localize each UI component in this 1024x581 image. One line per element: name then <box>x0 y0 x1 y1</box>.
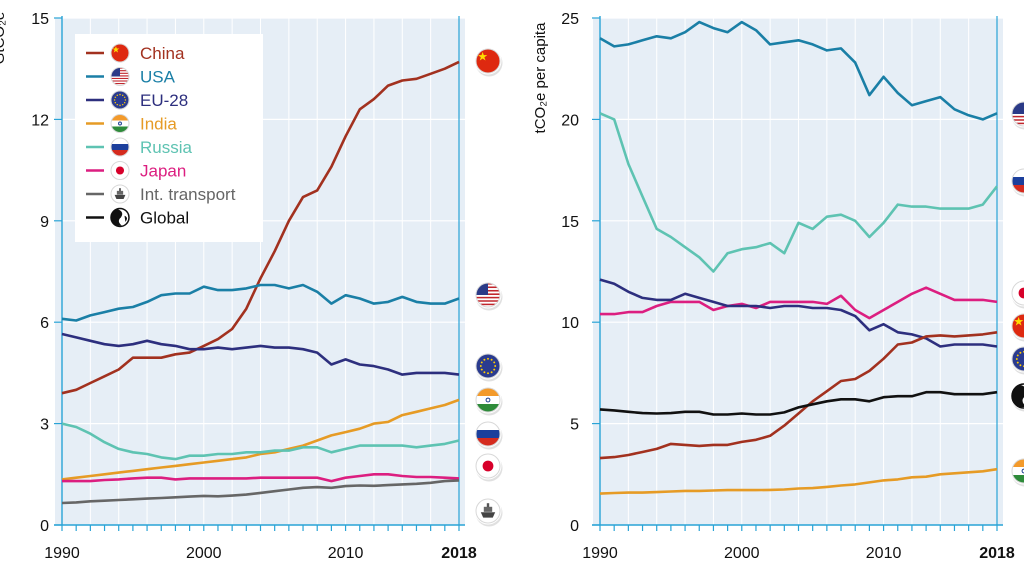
usa-flag-icon <box>111 68 129 86</box>
ship-icon <box>476 499 500 523</box>
left-y-tick-label: 3 <box>40 417 49 434</box>
usa-flag-icon <box>476 283 500 307</box>
india-flag-icon <box>111 115 129 133</box>
right-y-tick-label: 10 <box>561 315 579 332</box>
right-y-tick-label: 5 <box>570 417 579 434</box>
left-y-tick-label: 15 <box>31 11 49 28</box>
legend-label: USA <box>140 68 176 87</box>
legend-label: Int. transport <box>140 185 236 204</box>
japan-flag-icon <box>476 454 500 478</box>
japan-flag-icon <box>111 162 129 180</box>
left-y-tick-label: 12 <box>31 112 49 129</box>
china-flag-icon: ★ <box>476 49 500 73</box>
left-y-tick-label: 9 <box>40 214 49 231</box>
left-x-tick-label: 2000 <box>186 545 222 562</box>
legend-label: Global <box>140 209 189 228</box>
right-x-tick-label: 2010 <box>866 545 902 562</box>
left-y-axis-label: GtCO₂e <box>0 12 8 65</box>
eu-flag-icon <box>111 91 129 109</box>
ship-icon <box>111 185 129 203</box>
russia-flag-icon <box>111 138 129 156</box>
globe-icon <box>111 209 129 227</box>
right-x-tick-label: 2000 <box>724 545 760 562</box>
eu-flag-icon <box>476 354 500 378</box>
right-x-tick-label: 2018 <box>979 545 1015 562</box>
left-x-tick-label: 1990 <box>44 545 80 562</box>
right-y-tick-label: 0 <box>570 518 579 535</box>
china-flag-icon: ★ <box>111 44 129 62</box>
left-y-tick-label: 0 <box>40 518 49 535</box>
right-y-tick-label: 20 <box>561 112 579 129</box>
right-y-tick-label: 25 <box>561 11 579 28</box>
left-x-tick-label: 2018 <box>441 545 477 562</box>
right-y-tick-label: 15 <box>561 214 579 231</box>
legend-label: Russia <box>140 138 193 157</box>
legend-label: Japan <box>140 162 186 181</box>
russia-flag-icon <box>476 422 500 446</box>
legend: ★ China USA EU-28 India Russia Japan Int. trans… <box>75 34 263 242</box>
left-y-tick-label: 6 <box>40 315 49 332</box>
right-x-tick-label: 1990 <box>582 545 618 562</box>
right-y-axis-label: tCO₂e per capita <box>532 22 549 134</box>
legend-label: EU-28 <box>140 91 188 110</box>
legend-label: China <box>140 44 185 63</box>
left-x-tick-label: 2010 <box>328 545 364 562</box>
india-flag-icon <box>476 388 500 412</box>
legend-label: India <box>140 115 177 134</box>
